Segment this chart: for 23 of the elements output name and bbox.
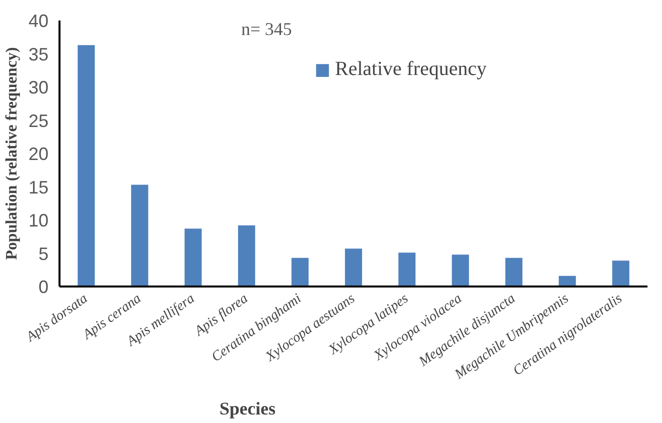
x-axis-title: Species bbox=[220, 398, 276, 418]
y-axis-title: Population (relative frequency) bbox=[3, 47, 20, 260]
bar bbox=[344, 248, 362, 286]
y-tick-label: 30 bbox=[28, 78, 49, 98]
bar bbox=[452, 254, 469, 286]
bar bbox=[184, 228, 202, 286]
bar bbox=[505, 258, 522, 286]
bar bbox=[238, 225, 256, 286]
y-tick-label: 40 bbox=[28, 11, 49, 31]
y-tick-label: 20 bbox=[28, 144, 49, 164]
y-tick-label: 35 bbox=[28, 44, 49, 64]
bar bbox=[398, 252, 416, 286]
bar bbox=[131, 184, 148, 286]
annotation: n= 345 bbox=[241, 19, 292, 40]
y-tick-label: 25 bbox=[28, 110, 49, 131]
y-tick-label: 15 bbox=[28, 177, 49, 198]
y-tick-label: 0 bbox=[38, 277, 49, 297]
bar bbox=[78, 45, 95, 286]
y-tick-label: 5 bbox=[38, 244, 49, 264]
bar bbox=[612, 260, 630, 286]
y-tick-label: 10 bbox=[28, 210, 49, 230]
bar bbox=[291, 258, 309, 286]
legend-label: Relative frequency bbox=[335, 58, 487, 81]
